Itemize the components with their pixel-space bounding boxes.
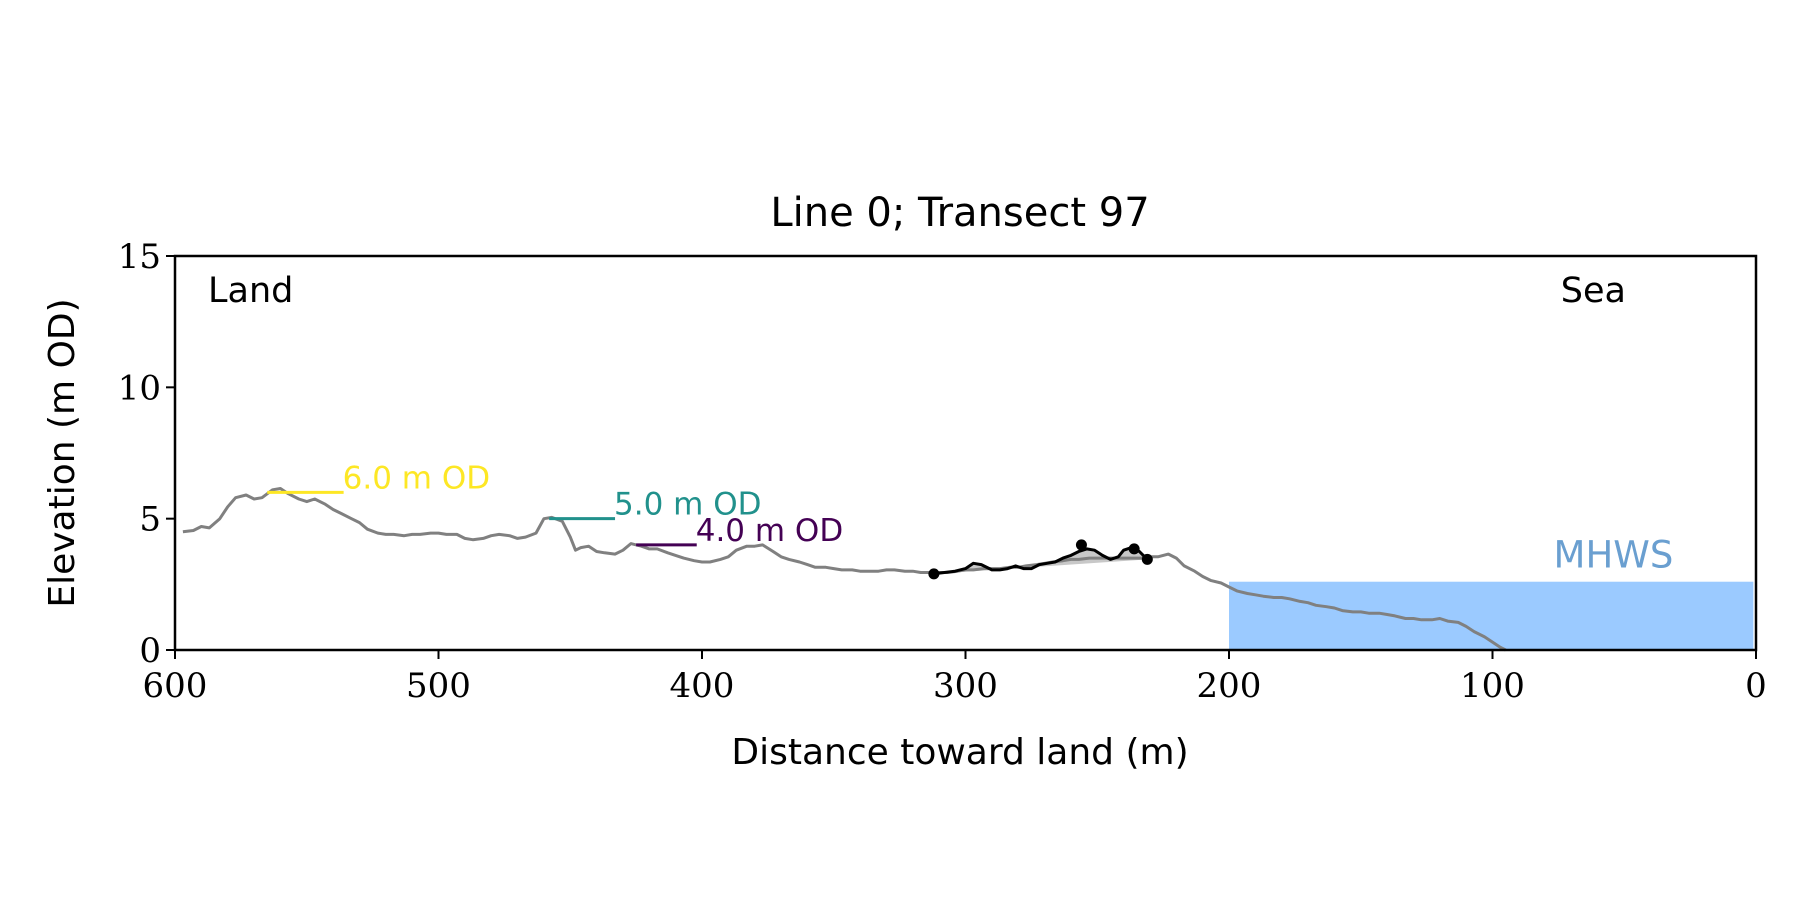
- dune-marker-1: [1075, 539, 1087, 551]
- mhws-sea-area: [1229, 581, 1754, 650]
- ground-profile-line: [182, 487, 1507, 652]
- dune-marker-3: [1141, 553, 1153, 565]
- y-tick-label-2: 10: [118, 368, 161, 408]
- level-label-2: 4.0 m OD: [696, 513, 843, 549]
- land-label: Land: [208, 271, 293, 311]
- x-tick-label-3: 300: [933, 666, 998, 706]
- plot-marks: MHWS 6.0 m OD 5.0 m OD4.0 m OD: [182, 460, 1754, 652]
- sea-label: Sea: [1561, 271, 1626, 311]
- axes: 600 500 400 300 200 100 0 0 5 10 15: [118, 237, 1767, 706]
- x-tick-label-0: 600: [143, 666, 208, 706]
- x-tick-label-5: 100: [1460, 666, 1525, 706]
- x-tick-label-4: 200: [1197, 666, 1262, 706]
- mhws-label: MHWS: [1554, 534, 1674, 577]
- y-tick-label-1: 5: [139, 500, 161, 540]
- dune-marker-2: [1128, 543, 1140, 555]
- y-tick-label-3: 15: [118, 237, 161, 277]
- x-tick-label-6: 0: [1745, 666, 1767, 706]
- chart-title: Line 0; Transect 97: [770, 190, 1149, 236]
- x-tick-label-2: 400: [670, 666, 735, 706]
- y-tick-label-0: 0: [139, 631, 161, 671]
- level-label-1: 5.0 m OD: [614, 487, 761, 523]
- y-axis-label: Elevation (m OD): [42, 298, 83, 607]
- x-tick-label-1: 500: [406, 666, 471, 706]
- dune-fill-area: [933, 547, 1148, 574]
- level-label-0: 6.0 m OD: [343, 460, 490, 496]
- x-axis-label: Distance toward land (m): [731, 732, 1188, 773]
- dune-profile-line: [933, 546, 1149, 576]
- dune-marker-0: [928, 568, 940, 580]
